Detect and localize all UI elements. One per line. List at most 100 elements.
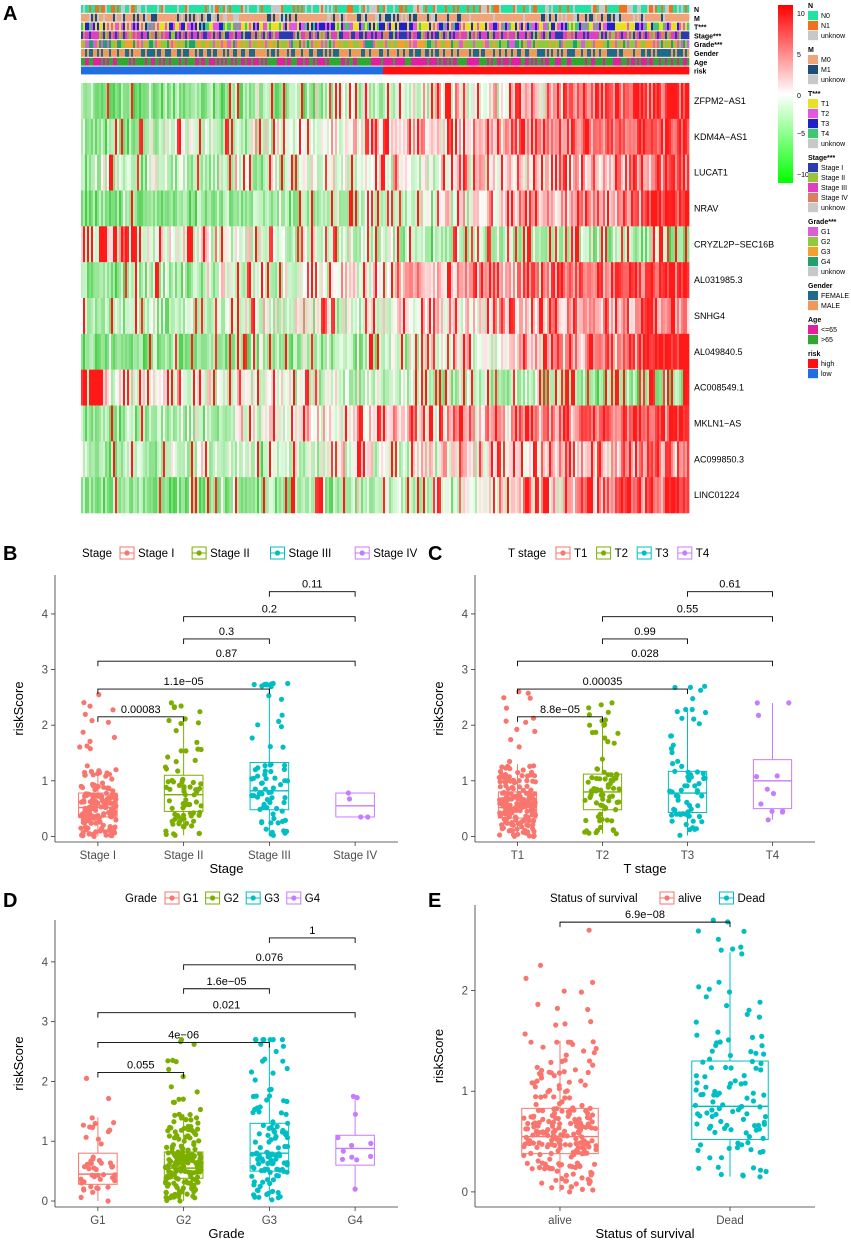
- heatmap-cell: [535, 298, 538, 335]
- annotation-cell: [683, 22, 686, 31]
- annotation-cell: [539, 57, 542, 66]
- heatmap-cell: [487, 190, 490, 227]
- annotation-cell: [249, 57, 252, 66]
- annotation-cell: [135, 66, 138, 75]
- annotation-cell: [289, 40, 292, 48]
- annotation-cell: [443, 49, 446, 57]
- heatmap-cell: [585, 190, 588, 227]
- annotation-cell: [159, 66, 162, 75]
- annotation-cell: [395, 22, 398, 31]
- annotation-cell: [579, 40, 582, 48]
- heatmap-cell: [573, 118, 576, 155]
- heatmap-cell: [421, 298, 424, 335]
- heatmap-cell: [457, 262, 460, 299]
- heatmap-cell: [533, 298, 536, 335]
- heatmap-cell: [259, 298, 262, 335]
- heatmap-cell: [629, 190, 632, 227]
- heatmap-cell: [227, 298, 230, 335]
- annotation-cell: [253, 31, 256, 40]
- heatmap-cell: [219, 369, 222, 406]
- annotation-cell: [479, 57, 482, 66]
- annotation-cell: [269, 66, 272, 75]
- heatmap-cell: [365, 298, 368, 335]
- annotation-cell: [381, 13, 384, 22]
- annotation-cell: [361, 57, 364, 66]
- annotation-cell: [191, 66, 194, 75]
- heatmap-cell: [197, 369, 200, 406]
- annotation-cell: [423, 66, 426, 75]
- heatmap-cell: [629, 262, 632, 299]
- annotation-cell: [683, 31, 686, 40]
- annotation-cell: [165, 13, 168, 22]
- heatmap-cell: [505, 190, 508, 227]
- annotation-cell: [149, 57, 152, 66]
- heatmap-cell: [397, 262, 400, 299]
- annotation-cell: [651, 22, 654, 31]
- heatmap-cell: [463, 298, 466, 335]
- heatmap-cell: [489, 262, 492, 299]
- heatmap-cell: [577, 83, 580, 120]
- heatmap-cell: [349, 298, 352, 335]
- annotation-cell: [143, 49, 146, 57]
- annotation-cell: [313, 31, 316, 40]
- annotation-cell: [663, 49, 666, 57]
- annotation-cell: [491, 31, 494, 40]
- heatmap-cell: [173, 333, 176, 370]
- annotation-cell: [151, 49, 154, 57]
- heatmap-cell: [683, 154, 686, 191]
- annotation-cell: [281, 31, 284, 40]
- annotation-cell: [165, 57, 168, 66]
- annotation-cell: [139, 57, 142, 66]
- annotation-cell: [643, 49, 646, 57]
- annotation-cell: [149, 31, 152, 40]
- heatmap-cell: [291, 262, 294, 299]
- heatmap-cell: [397, 298, 400, 335]
- heatmap-cell: [489, 226, 492, 263]
- heatmap-cell: [109, 118, 112, 155]
- heatmap-cell: [673, 118, 676, 155]
- heatmap-cell: [247, 83, 250, 120]
- heatmap-cell: [527, 83, 530, 120]
- heatmap-cell: [101, 226, 104, 263]
- annotation-cell: [125, 57, 128, 66]
- heatmap-cell: [183, 369, 186, 406]
- heatmap-cell: [517, 333, 520, 370]
- heatmap-cell: [609, 118, 612, 155]
- heatmap-cell: [643, 298, 646, 335]
- heatmap-cell: [221, 154, 224, 191]
- heatmap-cell: [201, 333, 204, 370]
- heatmap-cell: [417, 298, 420, 335]
- annotation-cell: [175, 5, 178, 13]
- annotation-cell: [241, 31, 244, 40]
- annotation-cell: [171, 13, 174, 22]
- heatmap-cell: [393, 226, 396, 263]
- heatmap-cell: [631, 154, 634, 191]
- annotation-cell: [507, 5, 510, 13]
- heatmap-cell: [181, 154, 184, 191]
- heatmap-cell: [567, 298, 570, 335]
- annotation-cell: [395, 57, 398, 66]
- annotation-cell: [247, 57, 250, 66]
- heatmap-cell: [605, 118, 608, 155]
- annotation-cell: [107, 40, 110, 48]
- heatmap-cell: [545, 226, 548, 263]
- annotation-cell: [583, 5, 586, 13]
- heatmap-cell: [325, 83, 328, 120]
- heatmap-cell: [267, 262, 270, 299]
- heatmap-cell: [437, 83, 440, 120]
- heatmap-cell: [179, 154, 182, 191]
- heatmap-cell: [571, 298, 574, 335]
- heatmap-cell: [515, 190, 518, 227]
- heatmap-cell: [515, 118, 518, 155]
- heatmap-cell: [643, 83, 646, 120]
- annotation-cell: [243, 13, 246, 22]
- heatmap-cell: [479, 333, 482, 370]
- annotation-cell: [83, 5, 86, 13]
- heatmap-cell: [345, 190, 348, 227]
- heatmap-cell: [217, 298, 220, 335]
- annotation-cell: [417, 5, 420, 13]
- annotation-cell: [569, 13, 572, 22]
- annotation-cell: [467, 40, 470, 48]
- heatmap-cell: [301, 154, 304, 191]
- heatmap-cell: [285, 298, 288, 335]
